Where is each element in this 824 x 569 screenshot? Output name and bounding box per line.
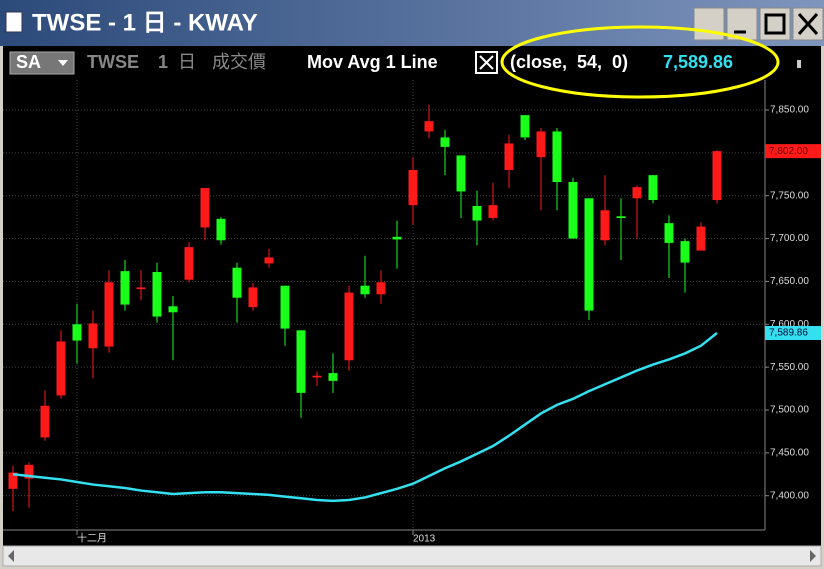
close-icon <box>797 12 819 36</box>
candle-body <box>184 247 194 280</box>
symbol: TWSE <box>87 52 139 72</box>
candle-body <box>712 151 722 200</box>
candle-body <box>216 218 226 241</box>
candle-body <box>72 324 82 341</box>
candle-body <box>104 282 114 347</box>
candle-body <box>696 226 706 251</box>
candle-body <box>376 282 386 295</box>
price-tag-label: 7,802.00 <box>769 146 808 157</box>
symbol-button-label: SA <box>16 52 41 72</box>
y-tick-label: 7,600.00 <box>770 319 809 330</box>
candle-body <box>88 323 98 349</box>
y-tick-label: 7,550.00 <box>770 362 809 373</box>
field: 成交價 <box>212 52 266 72</box>
candle-body <box>632 187 642 199</box>
ma-tag-label: 7,589.86 <box>769 328 808 339</box>
x-tick-label: 十二月 <box>77 532 107 545</box>
interval-unit: 日 <box>178 52 196 72</box>
candle-body <box>408 170 418 206</box>
candle-body <box>8 472 18 489</box>
candle-body <box>248 287 258 308</box>
toggle-icon <box>479 55 494 70</box>
panel-icon[interactable] <box>797 60 801 68</box>
candle-body <box>536 131 546 158</box>
indicator-params: (close, 54, 0) <box>510 52 628 72</box>
candle-body <box>456 155 466 192</box>
y-tick-label: 7,700.00 <box>770 233 809 244</box>
candle-body <box>584 198 594 311</box>
candle-body <box>40 405 50 438</box>
window-title: TWSE - 1 日 - KWAY <box>32 9 258 36</box>
scrollbar[interactable] <box>2 545 822 567</box>
ma-tag <box>765 325 821 340</box>
candle-body <box>360 285 370 295</box>
candle-body <box>136 287 146 290</box>
y-tick-label: 7,750.00 <box>770 190 809 201</box>
app-icon <box>5 11 23 33</box>
candle-body <box>680 241 690 263</box>
candle-body <box>264 257 274 264</box>
x-tick-label: 2013 <box>413 534 436 545</box>
candle-body <box>664 223 674 243</box>
candle-body <box>24 464 34 479</box>
candle-body <box>56 341 66 396</box>
candle-body <box>312 375 322 378</box>
interval: 1 <box>158 52 168 72</box>
candle-body <box>168 306 178 313</box>
candle-body <box>440 137 450 147</box>
candle-body <box>328 373 338 381</box>
title-bar <box>0 0 824 46</box>
candle-body <box>200 188 210 228</box>
price-tag <box>765 144 821 159</box>
candle-body <box>520 115 530 138</box>
y-tick-label: 7,400.00 <box>770 490 809 501</box>
candle-body <box>472 206 482 221</box>
plot-background <box>3 46 821 546</box>
y-tick-label: 7,500.00 <box>770 405 809 416</box>
scroll-left[interactable] <box>8 550 14 562</box>
y-tick-label: 7,650.00 <box>770 276 809 287</box>
y-tick-label: 7,850.00 <box>770 105 809 116</box>
candle-body <box>504 143 514 170</box>
maximize-icon <box>764 13 786 35</box>
candle-body <box>392 236 402 240</box>
candle-body <box>488 205 498 218</box>
candle-body <box>552 131 562 182</box>
candle-body <box>344 292 354 361</box>
ma-line <box>12 331 718 503</box>
indicator-toggle[interactable] <box>475 51 498 74</box>
candle-body <box>648 175 658 200</box>
candle-body <box>424 121 434 132</box>
window-buttons[interactable] <box>693 7 824 41</box>
dropdown-arrow <box>58 60 68 66</box>
scroll-right[interactable] <box>810 550 816 562</box>
candle-body <box>280 285 290 329</box>
candle-body <box>616 216 626 218</box>
symbol-button[interactable] <box>9 51 75 75</box>
candle-body <box>600 210 610 241</box>
float-button[interactable] <box>693 7 725 41</box>
candle-body <box>568 182 578 239</box>
y-tick-label: 7,450.00 <box>770 447 809 458</box>
candle-body <box>152 272 162 317</box>
indicator-name: Mov Avg 1 Line <box>307 52 438 72</box>
highlight-ellipse <box>500 25 780 99</box>
candle-body <box>296 330 306 393</box>
candle-body <box>232 267 242 298</box>
candle-body <box>120 271 130 305</box>
indicator-value: 7,589.86 <box>663 52 733 72</box>
